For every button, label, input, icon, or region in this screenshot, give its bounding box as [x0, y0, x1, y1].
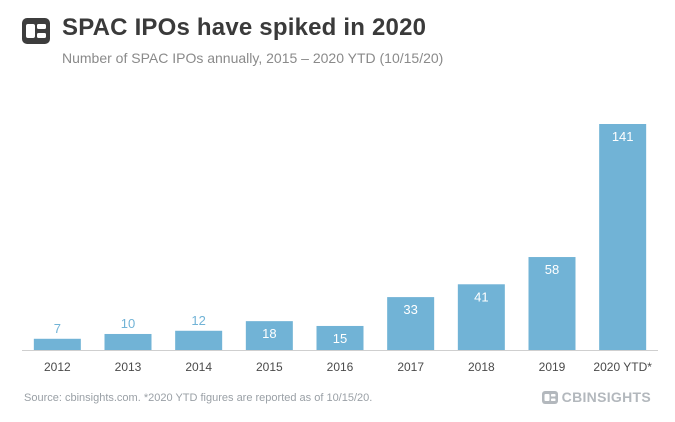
bar-2018 [457, 284, 505, 350]
data-label-2017: 33 [403, 302, 417, 317]
chart-title: SPAC IPOs have spiked in 2020 [62, 14, 427, 41]
x-tick-label: 2015 [256, 360, 283, 374]
bar-2016 [316, 325, 364, 350]
bar-2014 [175, 330, 223, 350]
source-note: Source: cbinsights.com. *2020 YTD figure… [24, 392, 373, 404]
brand-logo-icon [541, 390, 558, 404]
data-label-2014: 12 [191, 313, 205, 328]
data-label-2016: 15 [333, 331, 347, 346]
x-tick-label: 2013 [115, 360, 142, 374]
x-tick-label: 2016 [327, 360, 354, 374]
brand-name: CBINSIGHTS [561, 389, 651, 405]
chart-subtitle: Number of SPAC IPOs annually, 2015 – 202… [62, 50, 444, 66]
x-tick-label: 2018 [468, 360, 495, 374]
bar-2013 [104, 333, 152, 350]
bar-2019 [528, 257, 576, 350]
x-tick-label: 2020 YTD* [593, 360, 652, 374]
x-tick-label: 2014 [185, 360, 212, 374]
data-label-2015: 18 [262, 326, 276, 341]
cbinsights-logo-icon [22, 18, 50, 44]
x-tick-label: 2019 [539, 360, 566, 374]
x-tick-label: 2012 [44, 360, 71, 374]
bar-2012 [33, 338, 81, 350]
bar-2015 [245, 321, 293, 350]
data-label-2018: 41 [474, 289, 488, 304]
bar-2020 YTD* [599, 124, 647, 350]
data-label-2020 YTD*: 141 [612, 129, 634, 144]
data-label-2013: 10 [121, 316, 135, 331]
brand-watermark: CBINSIGHTS [541, 389, 651, 405]
data-label-2012: 7 [54, 321, 61, 336]
data-label-2019: 58 [545, 262, 559, 277]
x-tick-label: 2017 [397, 360, 424, 374]
bar-2017 [387, 297, 435, 350]
